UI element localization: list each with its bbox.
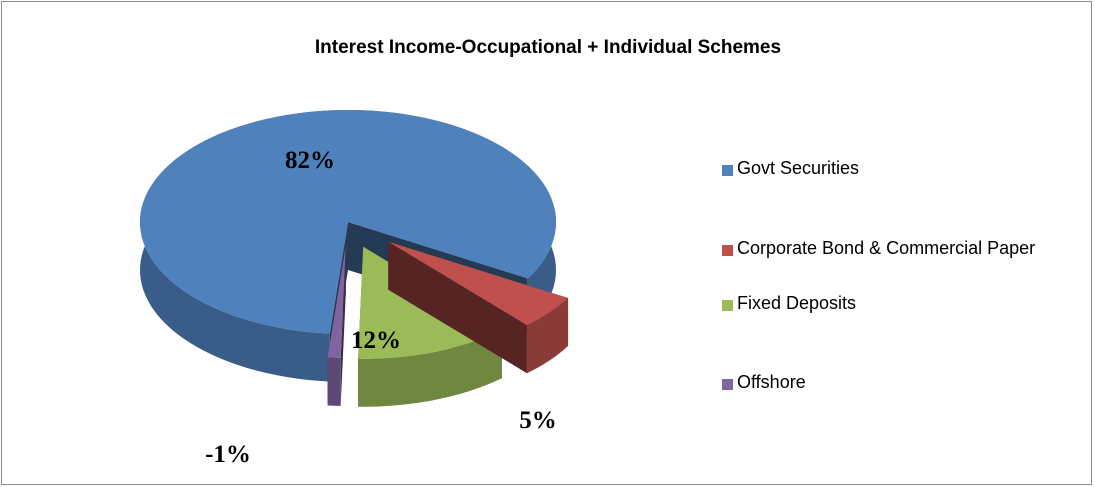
slice-top: [327, 245, 346, 358]
legend-swatch: [722, 245, 733, 256]
legend-label: Offshore: [737, 372, 806, 392]
data-label: 82%: [285, 147, 335, 174]
data-label: -1%: [205, 441, 251, 468]
legend-label: Corporate Bond & Commercial Paper: [737, 238, 1036, 258]
slice: [388, 241, 569, 374]
slice-side: [526, 298, 569, 374]
legend-swatch: [722, 379, 733, 390]
data-label: 5%: [519, 407, 557, 434]
legend-swatch: [722, 165, 733, 176]
legend-item: Corporate Bond & Commercial Paper: [722, 238, 1082, 262]
legend-item: Fixed Deposits: [722, 293, 1082, 317]
slice-side: [358, 330, 502, 407]
data-label: 12%: [351, 327, 401, 354]
slice-wall: [388, 241, 527, 374]
slice-top: [388, 241, 569, 326]
legend-label: Govt Securities: [737, 158, 860, 178]
legend-item: Offshore: [722, 372, 1082, 396]
slice: [327, 245, 346, 406]
legend-item: Govt Securities: [722, 158, 1082, 182]
slice-top: [140, 110, 556, 334]
slice-side: [327, 357, 341, 406]
chart-title: Interest Income-Occupational + Individua…: [315, 37, 781, 58]
legend-swatch: [722, 300, 733, 311]
legend-label: Fixed Deposits: [737, 293, 857, 313]
